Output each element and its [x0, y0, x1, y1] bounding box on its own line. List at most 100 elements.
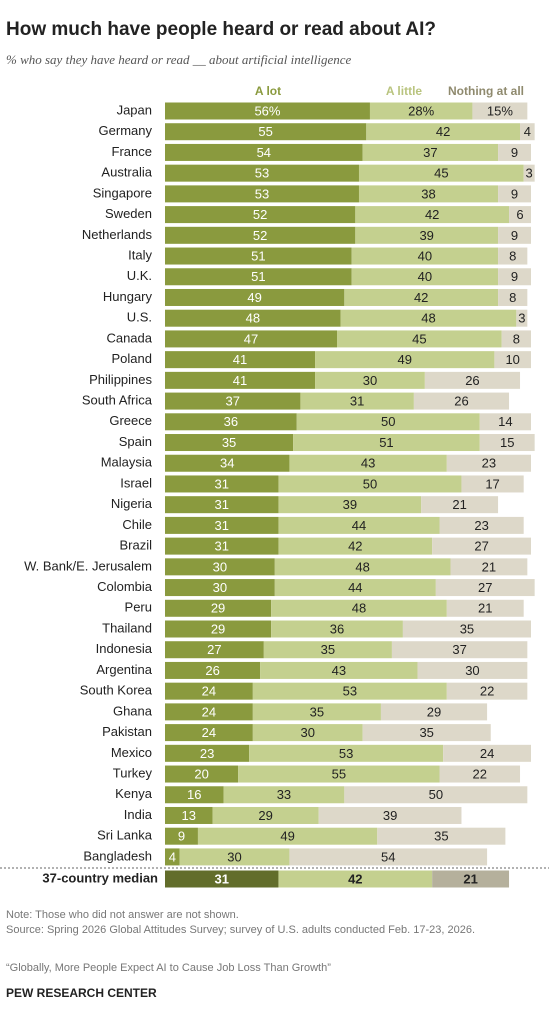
bar-segment — [498, 288, 528, 306]
chart-title: How much have people heard or read about… — [6, 19, 436, 40]
bar-segment — [165, 848, 180, 866]
value-label: 53 — [343, 684, 357, 699]
category-label: Kenya — [115, 786, 153, 801]
value-label: 15 — [500, 435, 514, 450]
median-segment — [432, 870, 510, 888]
bar-segment — [351, 247, 499, 265]
bar-segment — [344, 786, 528, 804]
value-label: 50 — [381, 414, 395, 429]
value-label: 30 — [213, 580, 227, 595]
bar-segment — [435, 579, 535, 597]
median-label: 37-country median — [42, 870, 158, 885]
bar-segment — [501, 330, 531, 348]
category-label: Germany — [99, 123, 153, 138]
bar-segment — [498, 185, 531, 203]
category-label: Poland — [112, 351, 152, 366]
value-label: 54 — [381, 849, 395, 864]
bar-segment — [446, 599, 524, 617]
median-segment — [165, 870, 279, 888]
bar-segment — [165, 371, 316, 389]
value-label: 26 — [454, 394, 468, 409]
median-value: 31 — [214, 871, 228, 886]
bar-segment — [165, 806, 213, 824]
value-label: 29 — [427, 704, 441, 719]
value-label: 15% — [487, 103, 513, 118]
bar-segment — [212, 806, 319, 824]
bar-segment — [289, 848, 488, 866]
category-label: Mexico — [111, 745, 152, 760]
median-value: 21 — [463, 871, 477, 886]
bar-segment — [165, 226, 356, 244]
bar-segment — [520, 123, 535, 141]
category-label: Colombia — [97, 579, 153, 594]
value-label: 44 — [352, 518, 366, 533]
category-label: Thailand — [102, 620, 152, 635]
bar-segment — [165, 786, 224, 804]
value-label: 30 — [227, 849, 241, 864]
value-label: 31 — [214, 497, 228, 512]
category-label: Peru — [125, 600, 152, 615]
value-label: 42 — [436, 124, 450, 139]
value-label: 3 — [526, 166, 533, 181]
bar-segment — [165, 392, 301, 410]
bar-segment — [165, 765, 239, 783]
bar-segment — [369, 102, 473, 120]
value-label: 28% — [408, 103, 434, 118]
category-label: Italy — [128, 247, 152, 262]
value-label: 20 — [194, 766, 208, 781]
value-label: 10 — [505, 352, 519, 367]
value-label: 53 — [339, 746, 353, 761]
value-label: 52 — [253, 228, 267, 243]
bar-segment — [315, 351, 495, 369]
category-label: Malaysia — [101, 455, 153, 470]
bar-segment — [274, 579, 436, 597]
value-label: 51 — [251, 248, 265, 263]
bar-segment — [165, 247, 352, 265]
bar-segment — [249, 744, 444, 762]
bar-segment — [439, 516, 524, 534]
value-label: 51 — [251, 269, 265, 284]
value-label: 48 — [246, 311, 260, 326]
value-label: 48 — [355, 559, 369, 574]
value-label: 31 — [350, 394, 364, 409]
bar-segment — [165, 703, 253, 721]
median-value: 42 — [348, 871, 362, 886]
value-label: 24 — [480, 746, 494, 761]
value-label: 9 — [511, 228, 518, 243]
value-label: 35 — [460, 621, 474, 636]
bar-segment — [165, 123, 367, 141]
category-label: U.S. — [127, 310, 152, 325]
bar-segment — [252, 682, 447, 700]
bar-segment — [165, 558, 275, 576]
bar-segment — [165, 516, 279, 534]
bar-segment — [263, 641, 392, 659]
bar-segment — [165, 599, 272, 617]
bar-segment — [300, 392, 414, 410]
bar-segment — [366, 123, 521, 141]
value-label: 31 — [214, 539, 228, 554]
bar-segment — [498, 226, 531, 244]
category-label: Spain — [119, 434, 152, 449]
category-label: Japan — [117, 102, 152, 117]
bar-segment — [278, 496, 422, 514]
bar-segment — [165, 351, 316, 369]
chart-subtitle: % who say they have heard or read __ abo… — [6, 52, 352, 67]
bar-segment — [165, 185, 359, 203]
bar-segment — [293, 434, 480, 452]
value-label: 50 — [363, 476, 377, 491]
value-label: 36 — [330, 621, 344, 636]
chart: How much have people heard or read about… — [0, 19, 549, 888]
value-label: 54 — [257, 145, 271, 160]
bar-segment — [165, 496, 279, 514]
value-label: 23 — [482, 456, 496, 471]
value-label: 31 — [214, 518, 228, 533]
value-label: 37 — [452, 642, 466, 657]
bar-segment — [165, 682, 253, 700]
value-label: 30 — [213, 559, 227, 574]
value-label: 24 — [202, 684, 216, 699]
value-label: 42 — [348, 539, 362, 554]
value-label: 55 — [332, 766, 346, 781]
bar-segment — [318, 806, 462, 824]
value-label: 37 — [423, 145, 437, 160]
